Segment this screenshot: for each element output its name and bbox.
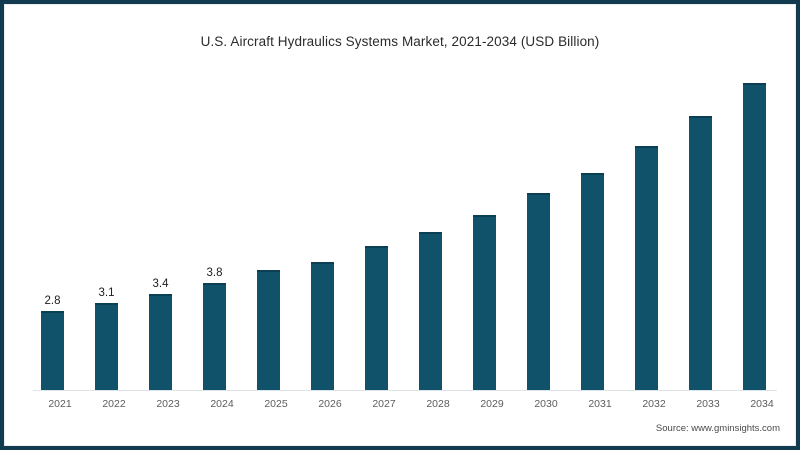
bar-value-label: 3.8	[206, 266, 223, 279]
bar-group	[519, 66, 573, 390]
bar-group	[411, 66, 465, 390]
bar-group	[303, 66, 357, 390]
bar-group: 3.8	[195, 66, 249, 390]
bar-group	[681, 66, 735, 390]
bar-group	[735, 66, 789, 390]
bar[interactable]	[743, 82, 766, 390]
bar[interactable]	[527, 192, 550, 390]
bar-group	[357, 66, 411, 390]
x-axis-tick-label: 2023	[156, 398, 180, 410]
x-axis-tick-label: 2025	[264, 398, 288, 410]
bar[interactable]	[95, 302, 118, 390]
bar[interactable]	[149, 294, 172, 390]
x-axis-tick-label: 2029	[480, 398, 504, 410]
figure-inner-border	[4, 4, 796, 446]
bar-value-label: 2.8	[44, 295, 61, 308]
bar[interactable]	[473, 215, 496, 390]
bar-value-label: 3.4	[152, 278, 169, 291]
bar-group	[573, 66, 627, 390]
bar[interactable]	[419, 232, 442, 390]
bar[interactable]	[311, 261, 334, 390]
bar[interactable]	[203, 282, 226, 390]
x-axis-tick-label: 2027	[372, 398, 396, 410]
x-axis-tick-label: 2028	[426, 398, 450, 410]
x-axis-tick-label: 2030	[534, 398, 558, 410]
x-axis-tick-label: 2021	[48, 398, 72, 410]
x-axis-line	[33, 390, 777, 391]
bar[interactable]	[689, 116, 712, 390]
bar[interactable]	[365, 246, 388, 390]
x-axis-tick-label: 2022	[102, 398, 126, 410]
x-axis-tick-label: 2031	[588, 398, 612, 410]
x-axis-tick-label: 2026	[318, 398, 342, 410]
bar-group: 3.4	[141, 66, 195, 390]
bar-group	[249, 66, 303, 390]
bar[interactable]	[41, 311, 64, 390]
bar-value-label: 3.1	[98, 286, 115, 299]
x-axis-tick-label: 2024	[210, 398, 234, 410]
plot-area: 2.8 3.1 3.4 3.8	[33, 66, 771, 390]
bar-group	[627, 66, 681, 390]
bar-group: 2.8	[33, 66, 87, 390]
bar[interactable]	[257, 270, 280, 390]
x-axis-tick-label: 2034	[750, 398, 774, 410]
bar-group: 3.1	[87, 66, 141, 390]
bar[interactable]	[635, 146, 658, 390]
bar[interactable]	[581, 172, 604, 390]
x-axis-tick-label: 2033	[696, 398, 720, 410]
chart-title: U.S. Aircraft Hydraulics Systems Market,…	[200, 34, 600, 49]
bar-group	[465, 66, 519, 390]
x-axis-tick-label: 2032	[642, 398, 666, 410]
source-note: Source: www.gminsights.com	[655, 423, 780, 434]
